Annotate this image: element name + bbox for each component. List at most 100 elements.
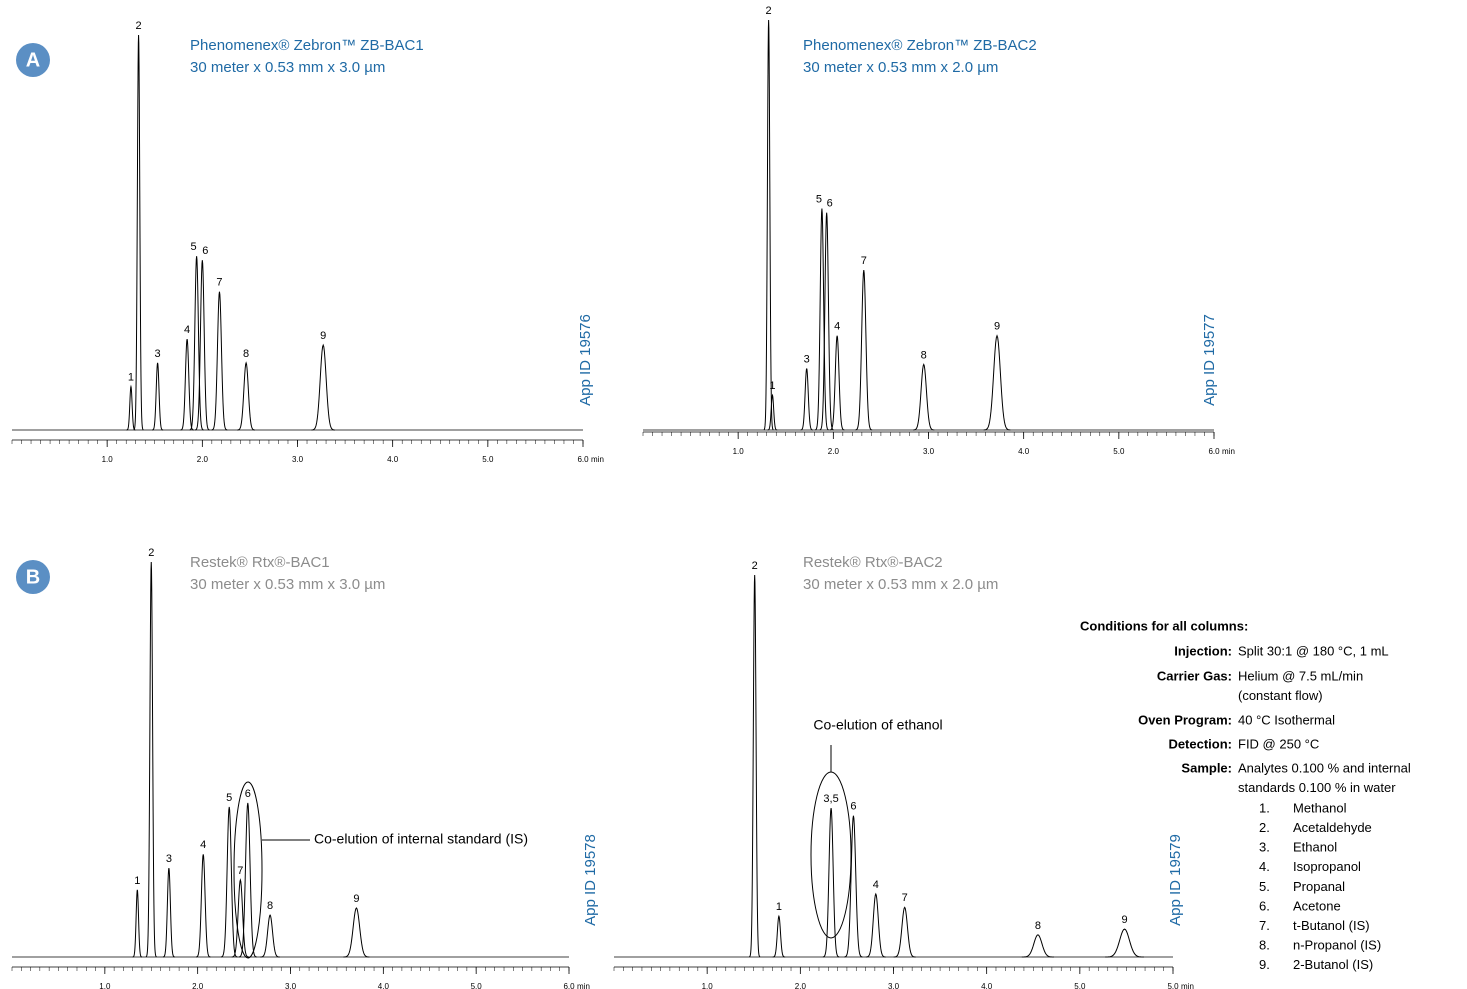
peak: [231, 878, 250, 958]
condition-value: (constant flow): [1238, 688, 1323, 703]
annotation: Co-elution of ethanol: [813, 717, 942, 733]
peak-label: 3: [166, 853, 172, 865]
app-id: App ID 19576: [577, 314, 594, 406]
peak: [800, 368, 813, 431]
x-tick-label: 3.0: [888, 982, 900, 989]
peak-label: 7: [237, 865, 243, 877]
peak: [865, 892, 886, 958]
chart-subtitle: 30 meter x 0.53 mm x 2.0 µm: [803, 59, 998, 76]
x-tick-label: 4.0: [981, 982, 993, 989]
peak-label: 7: [216, 277, 222, 289]
peak: [763, 19, 774, 431]
peak: [133, 34, 144, 431]
peak: [893, 906, 916, 958]
condition-value: Helium @ 7.5 mL/min: [1238, 668, 1363, 683]
analyte-name: Propanal: [1293, 879, 1345, 894]
condition-label: Detection:: [1168, 736, 1232, 751]
x-tick-label: 2.0: [828, 447, 840, 456]
peak-label: 5: [816, 194, 822, 206]
x-axis-label: min: [591, 455, 604, 464]
analyte-number: 4.: [1259, 859, 1270, 874]
peak: [180, 339, 194, 431]
analyte-number: 6.: [1259, 898, 1270, 913]
peak-label: 8: [267, 900, 273, 912]
x-tick-label: 4.0: [378, 982, 390, 989]
chart-subtitle: 30 meter x 0.53 mm x 2.0 µm: [803, 576, 998, 593]
x-tick-label: 5.0: [1167, 982, 1179, 989]
chart-title: Phenomenex® Zebron™ ZB-BAC1: [190, 37, 424, 54]
x-tick-label: 3.0: [285, 982, 297, 989]
peak-label: 4: [184, 324, 190, 336]
peak: [1021, 934, 1055, 958]
peak-label: 1: [134, 875, 140, 887]
peak-label: 2: [752, 560, 758, 572]
peak: [343, 907, 370, 958]
condition-label: Injection:: [1174, 643, 1232, 658]
peak-label: 6: [245, 788, 251, 800]
analyte-name: n-Propanol (IS): [1293, 938, 1381, 953]
peak: [260, 914, 280, 958]
analyte-number: 8.: [1259, 938, 1270, 953]
analyte-number: 2.: [1259, 820, 1270, 835]
peak: [1105, 928, 1144, 958]
peak-label: 8: [243, 348, 249, 360]
peak-label: 9: [320, 330, 326, 342]
x-tick-label: 5.0: [482, 455, 494, 464]
coelution-ring: [233, 781, 263, 959]
condition-label: Sample:: [1181, 760, 1232, 775]
analyte-number: 7.: [1259, 918, 1270, 933]
x-tick-label: 2.0: [197, 455, 209, 464]
peak: [145, 561, 157, 958]
condition-value: FID @ 250 °C: [1238, 736, 1319, 751]
x-tick-label: 5.0: [1074, 982, 1086, 989]
peak: [238, 802, 257, 958]
analyte-number: 5.: [1259, 879, 1270, 894]
peak: [195, 854, 211, 958]
conditions-title: Conditions for all columns:: [1080, 618, 1248, 633]
x-tick-label: 1.0: [702, 982, 714, 989]
peak-label: 4: [200, 839, 206, 851]
x-tick-label: 3.0: [923, 447, 935, 456]
condition-value: Analytes 0.100 % and internal: [1238, 760, 1411, 775]
analyte-name: Ethanol: [1293, 840, 1337, 855]
peak: [162, 868, 175, 958]
peak-label: 5: [191, 241, 197, 253]
peak-label: 1: [128, 371, 134, 383]
x-tick-label: 3.0: [292, 455, 304, 464]
peak-label: 5: [226, 792, 232, 804]
app-id: App ID 19579: [1167, 834, 1184, 926]
peak-label: 8: [921, 349, 927, 361]
peak: [983, 334, 1011, 431]
x-axis-label: min: [1181, 982, 1194, 989]
analyte-name: 2-Butanol (IS): [1293, 957, 1373, 972]
analyte-name: Isopropanol: [1293, 859, 1361, 874]
app-id: App ID 19578: [582, 834, 599, 926]
peak-label: 6: [827, 198, 833, 210]
x-tick-label: 4.0: [387, 455, 399, 464]
peak: [772, 914, 786, 958]
peak-label: 7: [902, 892, 908, 904]
peak: [814, 208, 829, 431]
condition-value: standards 0.100 % in water: [1238, 780, 1396, 795]
peak-label: 2: [136, 20, 142, 32]
panel-badge: [16, 560, 50, 594]
peak: [126, 384, 136, 431]
condition-value: Split 30:1 @ 180 °C, 1 mL: [1238, 643, 1389, 658]
peak: [132, 889, 143, 958]
x-tick-label: 6.0: [1208, 447, 1220, 456]
analyte-name: Acetaldehyde: [1293, 820, 1372, 835]
x-tick-label: 6.0: [563, 982, 575, 989]
peak: [855, 270, 873, 431]
peak-label: 1: [776, 901, 782, 913]
x-axis-label: min: [1222, 447, 1235, 456]
peak: [237, 361, 256, 431]
peak-label: 6: [850, 801, 856, 813]
chart-title: Restek® Rtx®-BAC1: [190, 554, 330, 571]
peak: [195, 260, 210, 431]
x-tick-label: 6.0: [577, 455, 589, 464]
chart-title: Phenomenex® Zebron™ ZB-BAC2: [803, 37, 1037, 54]
x-axis-label: min: [577, 982, 590, 989]
peak-label: 3,5: [823, 793, 838, 805]
panel-letter: A: [26, 49, 40, 71]
